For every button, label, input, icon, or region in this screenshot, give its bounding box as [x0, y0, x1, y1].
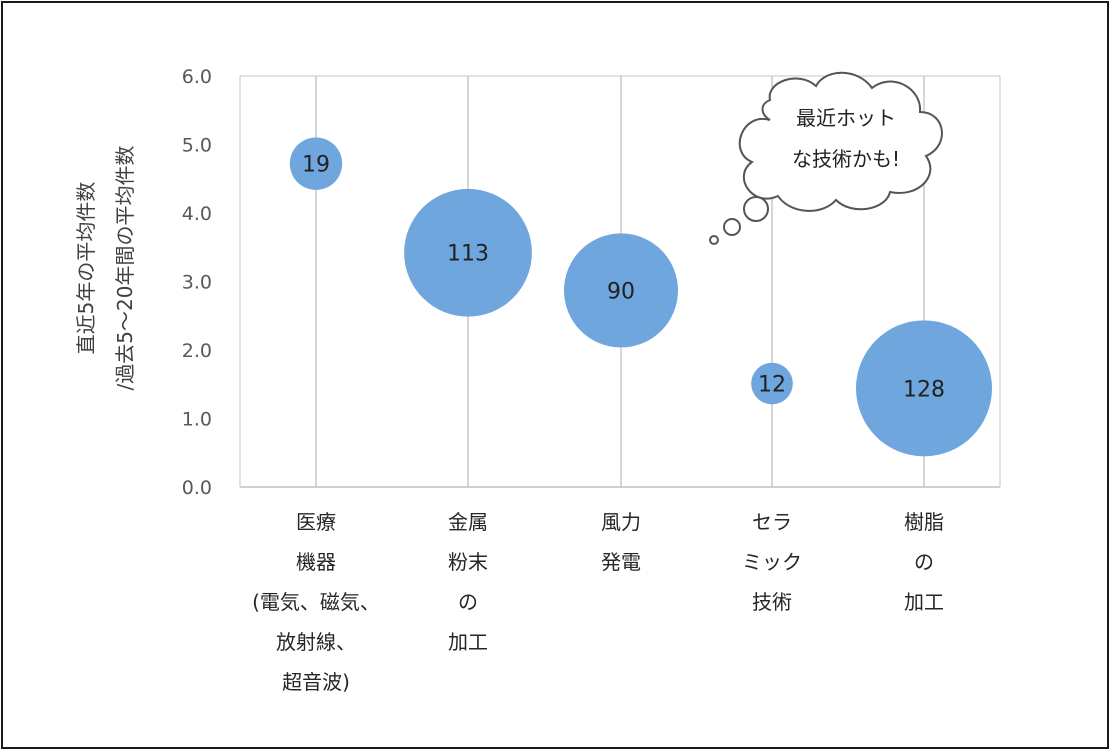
cloud-shape [738, 71, 943, 212]
category-label-line: (電気、磁気、 [252, 590, 380, 614]
thought-dot-large [743, 196, 769, 222]
category-label-line: の [458, 590, 478, 614]
speech-cloud-annotation: 最近ホット な技術かも! [709, 71, 943, 245]
y-tick-label: 0.0 [182, 477, 212, 499]
bubble-value-label: 90 [607, 279, 635, 304]
category-label-line: 粉末 [448, 550, 488, 574]
category-label-line: 樹脂 [904, 510, 944, 534]
category-label-line: の [914, 550, 934, 574]
y-axis-label-line: 直近5年の平均件数 [74, 182, 98, 355]
bubble [563, 233, 679, 348]
bubble-value-label: 113 [447, 242, 489, 267]
category-label-line: 超音波) [282, 670, 350, 694]
bubble [404, 188, 532, 317]
y-tick-label: 1.0 [182, 409, 212, 431]
y-tick-label: 6.0 [182, 66, 212, 88]
thought-dot-small [709, 235, 719, 245]
category-label-line: 風力 [601, 510, 641, 534]
bubble [751, 362, 793, 405]
category-label-line: 放射線、 [276, 630, 356, 654]
category-label-line: 発電 [601, 550, 641, 574]
thought-dot-medium [723, 218, 741, 236]
category-label-line: 技術 [752, 590, 792, 614]
category-label-line: 金属 [448, 510, 488, 534]
bubble-value-label: 128 [903, 377, 945, 402]
category-label-line: ミック [742, 550, 802, 574]
y-tick-label: 2.0 [182, 340, 212, 362]
y-tick-label: 4.0 [182, 203, 212, 225]
y-tick-label: 5.0 [182, 135, 212, 157]
bubble-value-label: 12 [758, 373, 786, 398]
category-label-line: 医療 [296, 510, 336, 534]
y-tick-label: 3.0 [182, 272, 212, 294]
category-label-line: セラ [752, 510, 792, 534]
annotation-line-2: な技術かも! [792, 147, 900, 171]
bubble [856, 320, 992, 457]
bubble [289, 137, 343, 190]
category-label-line: 機器 [296, 550, 336, 574]
bubble-value-label: 19 [302, 153, 330, 178]
category-label-line: 加工 [448, 630, 488, 654]
category-label-line: 加工 [904, 590, 944, 614]
y-axis-label-line: /過去5～20年間の平均件数 [113, 146, 137, 391]
annotation-line-1: 最近ホット [796, 106, 896, 130]
